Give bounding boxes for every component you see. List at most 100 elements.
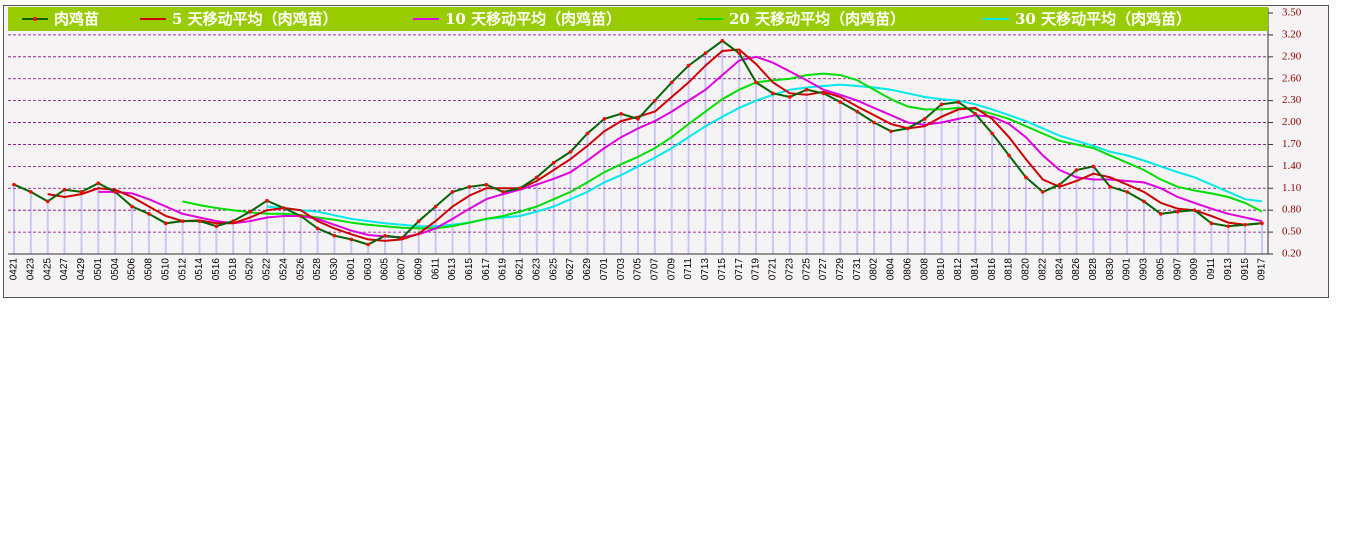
x-tick-label: 0516 [211, 258, 222, 281]
x-tick-label: 0713 [700, 258, 711, 281]
x-tick-label: 0512 [177, 258, 188, 281]
x-tick-label: 0506 [127, 258, 138, 281]
point [568, 149, 573, 154]
x-tick-label: 0520 [245, 258, 256, 281]
legend-label: 20 天移动平均（肉鸡苗） [729, 10, 905, 28]
x-tick-label: 0905 [1155, 258, 1166, 281]
point [113, 190, 117, 194]
x-tick-label: 0524 [278, 258, 289, 281]
point [1192, 208, 1197, 212]
point [96, 181, 101, 185]
point [383, 233, 387, 238]
x-tick-label: 0717 [734, 258, 745, 281]
point [1125, 190, 1129, 194]
legend-label: 肉鸡苗 [54, 10, 99, 28]
x-tick-label: 0806 [902, 258, 913, 281]
x-tick-label: 0901 [1122, 258, 1133, 281]
point [349, 237, 354, 242]
legend-band [8, 7, 1268, 31]
point [754, 80, 758, 85]
point [501, 190, 505, 194]
point [1226, 224, 1231, 229]
y-tick-label: 0.50 [1282, 226, 1302, 238]
x-tick-label: 0917 [1257, 258, 1268, 281]
point [653, 98, 657, 103]
point [872, 120, 876, 125]
x-tick-label: 0514 [194, 258, 205, 281]
x-tick-label: 0810 [936, 258, 947, 281]
point [214, 224, 219, 229]
x-tick-label: 0615 [464, 258, 475, 281]
x-tick-label: 0429 [76, 258, 87, 281]
point [1007, 153, 1011, 158]
point [771, 91, 775, 96]
point [62, 187, 67, 192]
point [332, 233, 337, 238]
x-tick-label: 0705 [633, 258, 644, 281]
point [855, 109, 860, 114]
x-tick-label: 0629 [582, 258, 593, 281]
y-tick-label: 1.70 [1282, 138, 1302, 150]
x-tick-label: 0522 [262, 258, 273, 281]
point [804, 87, 809, 92]
point [956, 100, 961, 104]
point [484, 182, 489, 187]
series-line [47, 48, 1263, 242]
x-tick-label: 0911 [1206, 258, 1217, 280]
point [1074, 168, 1079, 172]
point [433, 204, 438, 209]
x-tick-label: 0518 [228, 258, 239, 281]
x-tick-label: 0824 [1054, 258, 1065, 281]
x-tick-label: 0828 [1088, 258, 1099, 281]
point [973, 111, 978, 116]
x-tick-label: 0530 [329, 258, 340, 281]
point [130, 204, 134, 209]
point [163, 221, 168, 226]
point [636, 117, 640, 121]
y-tick-label: 0.20 [1282, 248, 1302, 260]
x-tick-label: 0611 [430, 258, 441, 280]
y-tick-label: 3.50 [1282, 7, 1302, 19]
point [1260, 221, 1264, 226]
x-tick-label: 0909 [1189, 258, 1200, 281]
point [1243, 222, 1247, 227]
point [450, 190, 455, 194]
point [686, 63, 691, 68]
point [265, 198, 269, 203]
x-tick-label: 0731 [852, 258, 863, 281]
x-tick-label: 0830 [1105, 258, 1116, 281]
point [12, 182, 16, 187]
point [518, 186, 522, 191]
x-tick-label: 0621 [515, 258, 526, 281]
point [248, 209, 252, 214]
point [1091, 164, 1096, 169]
point [1057, 182, 1062, 187]
x-tick-label: 0907 [1172, 258, 1183, 281]
y-tick-label: 2.30 [1282, 94, 1302, 106]
x-tick-label: 0605 [380, 258, 391, 281]
point [821, 91, 826, 96]
point [1108, 185, 1113, 189]
x-tick-label: 0701 [599, 258, 610, 281]
x-tick-label: 0703 [616, 258, 627, 281]
series-line [182, 72, 1263, 230]
point [1159, 212, 1163, 216]
x-tick-label: 0601 [346, 258, 357, 281]
x-tick-label: 0617 [481, 258, 492, 281]
x-tick-label: 0501 [93, 258, 104, 281]
point [535, 175, 539, 180]
point [416, 219, 421, 223]
x-tick-label: 0707 [650, 258, 661, 281]
point [602, 117, 607, 121]
point [180, 219, 185, 223]
x-tick-label: 0427 [59, 258, 70, 281]
legend-label: 10 天移动平均（肉鸡苗） [445, 10, 621, 28]
x-tick-label: 0508 [144, 258, 155, 281]
point [45, 199, 50, 204]
point [1142, 199, 1146, 204]
x-tick-label: 0607 [397, 258, 408, 281]
x-tick-label: 0913 [1223, 258, 1234, 281]
x-tick-label: 0723 [784, 258, 795, 281]
x-tick-label: 0625 [548, 258, 559, 281]
